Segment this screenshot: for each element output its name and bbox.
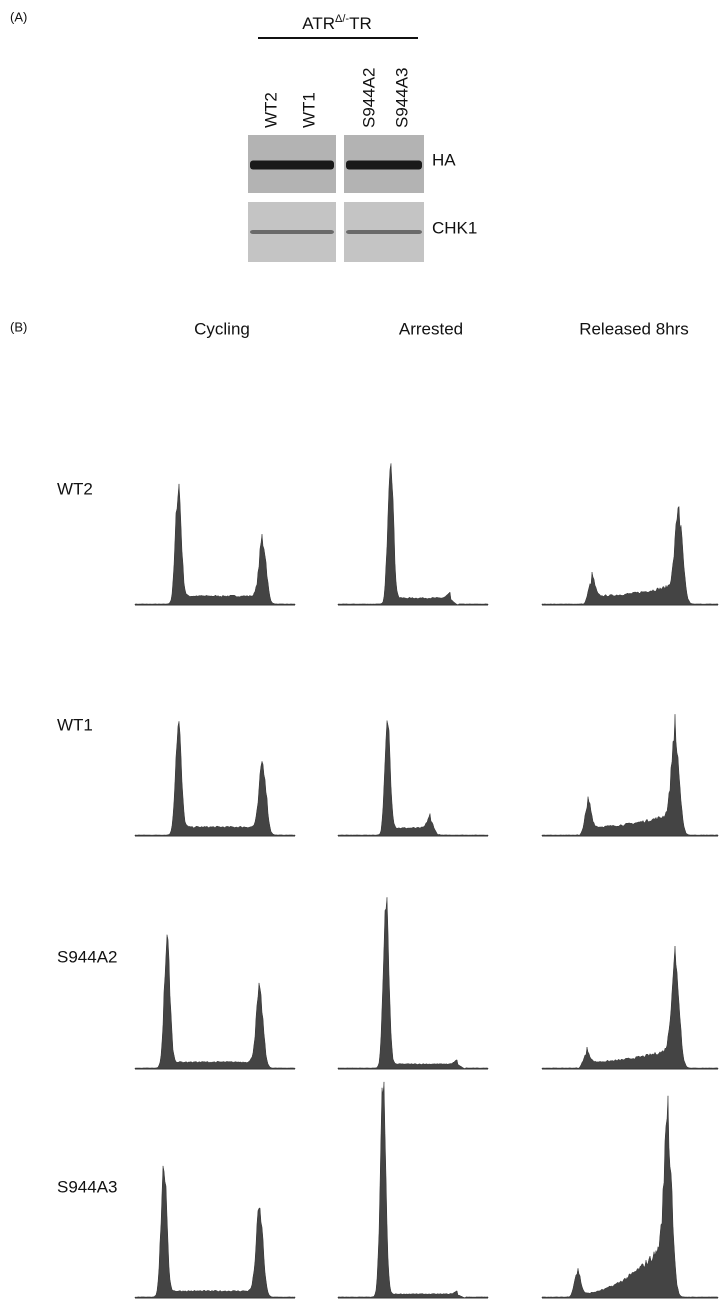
histograms: [135, 463, 718, 1298]
lane-label: WT2: [261, 92, 280, 128]
lane-label: S944A2: [359, 68, 378, 129]
figure: (A) ATRΔ/-TR (B) WT2 WT1 S944A2 S944A3 HA CHK…: [0, 0, 720, 1301]
row-label: WT1: [57, 715, 93, 734]
histogram: [542, 1096, 718, 1298]
band: [250, 161, 334, 170]
histogram: [135, 935, 295, 1069]
histogram: [542, 506, 718, 605]
lane-label: S944A3: [392, 68, 411, 129]
histogram: [338, 463, 488, 605]
column-label: Released 8hrs: [579, 319, 689, 338]
blot-label: CHK1: [432, 218, 477, 237]
histogram: [542, 714, 718, 836]
histogram: [338, 721, 488, 837]
panel-label: (A): [10, 9, 27, 24]
histogram: [338, 897, 488, 1069]
band: [250, 230, 334, 234]
header: ATRΔ/-TR: [302, 13, 372, 34]
row-label: WT2: [57, 479, 93, 498]
blot-label: HA: [432, 150, 456, 169]
histogram: [135, 1166, 295, 1298]
band: [346, 230, 422, 234]
panel-label: (B): [10, 319, 27, 334]
histogram: [338, 1082, 488, 1298]
column-label: Cycling: [194, 319, 250, 338]
header-sup: Δ/-: [335, 13, 349, 25]
lane-label: WT1: [299, 92, 318, 128]
row-label: S944A2: [57, 947, 118, 966]
header-base: ATR: [302, 14, 335, 33]
header-tail: TR: [349, 14, 372, 33]
histogram: [542, 946, 718, 1069]
column-label: Arrested: [399, 319, 463, 338]
histogram: [135, 484, 295, 605]
blots: [248, 135, 424, 262]
band: [346, 161, 422, 170]
row-label: S944A3: [57, 1177, 118, 1196]
histogram: [135, 721, 295, 836]
